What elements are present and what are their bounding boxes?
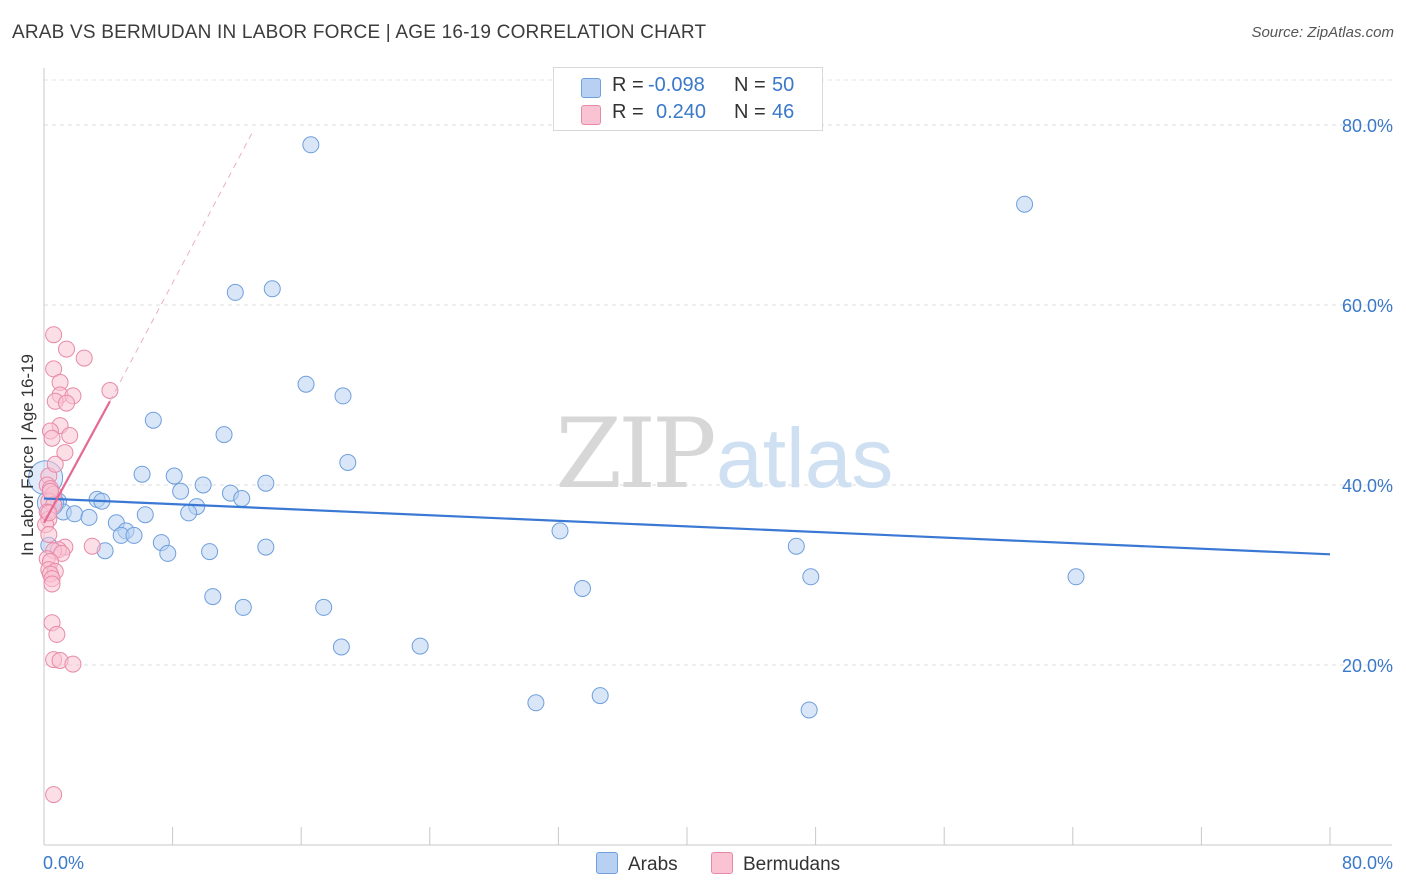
watermark-atlas: atlas xyxy=(716,411,893,505)
bermudans-swatch xyxy=(581,105,601,125)
arab-point xyxy=(297,375,315,393)
arab-point xyxy=(591,687,609,705)
x-tick-label: 80.0% xyxy=(1342,853,1393,873)
watermark-zip: ZIP xyxy=(555,398,714,510)
arabs-legend-swatch xyxy=(596,852,618,874)
bermudan-point xyxy=(56,444,74,462)
n-label: N = xyxy=(734,74,766,96)
bermudan-point xyxy=(101,382,119,399)
x-tick-label: 0.0% xyxy=(43,853,84,873)
bermudan-point xyxy=(61,427,79,444)
bermudan-point xyxy=(58,394,76,412)
bermudan-point xyxy=(83,537,101,555)
arab-point xyxy=(257,538,275,556)
r-value: -0.098 xyxy=(648,74,705,96)
axes xyxy=(43,68,1392,846)
bermudan-point xyxy=(40,526,58,543)
arab-point xyxy=(1067,568,1085,586)
arabs-swatch xyxy=(581,78,601,98)
bermudans-series xyxy=(37,326,119,804)
gridlines xyxy=(44,79,1392,666)
arab-point xyxy=(204,588,222,606)
arab-point xyxy=(334,387,352,405)
r-value: 0.240 xyxy=(656,101,707,123)
arab-point xyxy=(159,544,177,562)
arab-point xyxy=(802,568,820,586)
y-tick-label: 20.0% xyxy=(1342,656,1393,676)
arab-point xyxy=(574,580,592,597)
arab-point xyxy=(226,283,244,301)
arab-point xyxy=(133,465,151,483)
arab-point xyxy=(234,598,252,616)
watermark: ZIP atlas xyxy=(555,398,893,510)
y-axis-title: In Labor Force | Age 16-19 xyxy=(18,354,37,556)
arab-point xyxy=(527,694,545,712)
arab-point xyxy=(411,637,429,655)
bermudan-point xyxy=(41,482,59,500)
chart-title: ARAB VS BERMUDAN IN LABOR FORCE | AGE 16… xyxy=(12,22,707,43)
trend-lines xyxy=(43,131,1331,556)
arab-point xyxy=(787,537,805,555)
arab-point xyxy=(180,504,198,522)
bermudans-legend-swatch xyxy=(711,852,733,874)
arab-point xyxy=(66,505,84,523)
n-value: 50 xyxy=(772,74,795,96)
bermudan-point xyxy=(43,429,61,447)
arab-point xyxy=(800,701,818,719)
arab-point xyxy=(215,426,233,444)
arab-point xyxy=(257,474,275,492)
y-tick-label: 60.0% xyxy=(1342,296,1393,316)
arab-point xyxy=(165,467,183,485)
arab-point xyxy=(80,508,98,526)
arabs-legend-label: Arabs xyxy=(628,854,678,875)
arab-point xyxy=(172,482,190,500)
n-label: N = xyxy=(734,101,766,123)
bottom-legend-arabs: Arabs xyxy=(596,852,678,876)
y-tick-label: 40.0% xyxy=(1342,476,1393,496)
arab-point xyxy=(233,490,251,507)
arab-point xyxy=(136,506,154,524)
tick-labels: 20.0% 40.0% 60.0% 80.0% 0.0% 80.0% xyxy=(43,116,1393,873)
arab-point xyxy=(332,638,350,656)
n-value: 46 xyxy=(772,101,795,123)
arab-point xyxy=(339,454,357,471)
arab-point xyxy=(144,411,162,429)
bermudan-point xyxy=(45,326,63,344)
arab-point xyxy=(125,526,143,544)
bermudan-point xyxy=(48,625,66,643)
bermudan-point xyxy=(43,575,61,593)
y-tick-label: 80.0% xyxy=(1342,116,1393,136)
arab-point xyxy=(1016,195,1034,213)
bermudan-point xyxy=(58,340,76,358)
bermudan-point xyxy=(75,349,93,367)
arab-point xyxy=(201,543,219,561)
bermudans-legend-label: Bermudans xyxy=(743,854,841,875)
bermudan-point xyxy=(45,786,63,804)
legend-row-bermudans: R = 0.240 N = 46 xyxy=(554,101,822,127)
correlation-legend: R = -0.098 N = 50 R = 0.240 N = 46 xyxy=(553,67,823,131)
bermudan-trend-line xyxy=(43,400,111,524)
arab-point xyxy=(194,476,212,494)
bottom-legend-bermudans: Bermudans xyxy=(711,852,840,876)
bermudan-point xyxy=(46,455,64,473)
bermudan-trend-extension xyxy=(109,131,254,402)
arab-point xyxy=(263,280,281,298)
r-label: R = xyxy=(612,74,644,96)
source-label: Source: ZipAtlas.com xyxy=(1251,24,1394,41)
legend-row-arabs: R = -0.098 N = 50 xyxy=(554,74,822,100)
arab-trend-line xyxy=(43,497,1331,556)
arab-point xyxy=(302,136,320,154)
arab-point xyxy=(551,522,569,540)
arab-point xyxy=(315,598,333,616)
bermudan-point xyxy=(64,655,82,673)
r-label: R = xyxy=(612,101,644,123)
